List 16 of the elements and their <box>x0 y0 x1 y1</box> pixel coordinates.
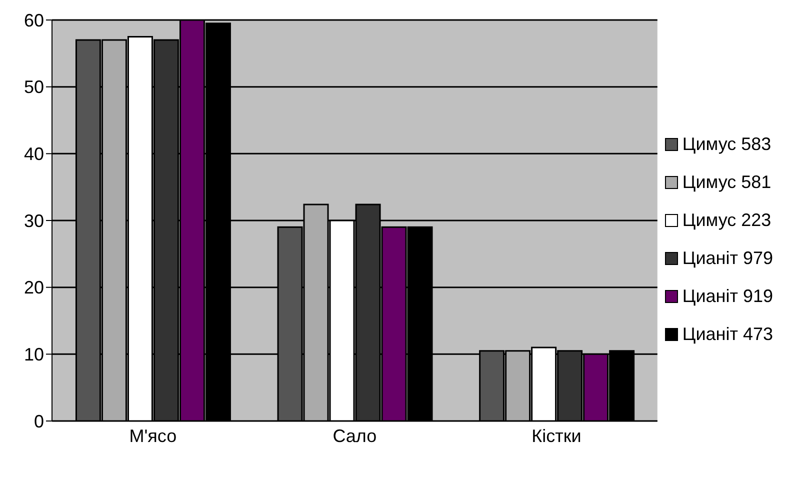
y-tick-label: 30 <box>24 210 44 231</box>
legend-label: Цимус 583 <box>682 134 772 155</box>
legend-label: Цианіт 919 <box>682 286 773 307</box>
y-tick-label: 20 <box>24 278 44 298</box>
legend-label: Цианіт 473 <box>682 324 773 345</box>
legend-label: Цианіт 979 <box>682 248 773 269</box>
y-tick-label: 60 <box>24 10 44 30</box>
y-tick-label: 40 <box>24 144 44 164</box>
x-tick-label: Сало <box>332 426 377 446</box>
x-tick-label: Кістки <box>532 426 582 446</box>
y-tick-label: 0 <box>34 411 44 432</box>
legend-label: Цимус 223 <box>682 210 772 231</box>
y-tick-label: 10 <box>24 344 44 365</box>
x-tick-label: М'ясо <box>129 426 177 446</box>
legend-label: Цимус 581 <box>682 172 772 193</box>
y-tick-label: 50 <box>24 77 44 98</box>
